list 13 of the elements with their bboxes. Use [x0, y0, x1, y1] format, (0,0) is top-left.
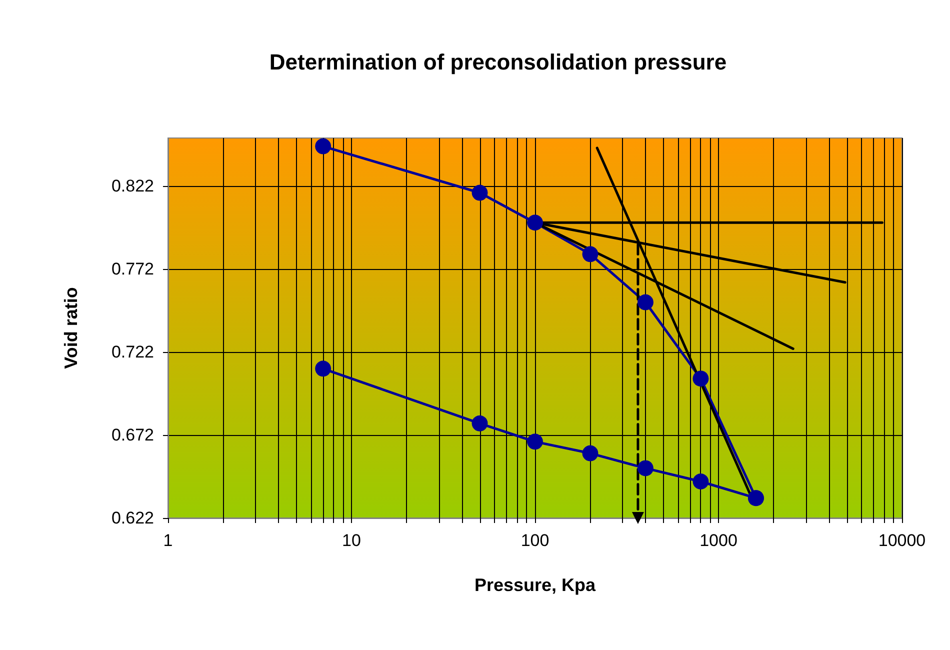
y-tick-label: 0.622	[111, 508, 154, 528]
x-tick-label: 1	[163, 531, 173, 550]
y-axis-title: Void ratio	[61, 287, 81, 369]
y-tick-label: 0.772	[111, 260, 154, 279]
x-axis-title: Pressure, Kpa	[474, 575, 597, 595]
chart-title: Determination of preconsolidation pressure	[269, 50, 727, 74]
x-tick-label: 100	[520, 531, 550, 550]
x-tick-label: 10	[342, 531, 361, 550]
y-tick-label: 0.722	[111, 342, 154, 362]
x-tick-label: 1000	[700, 531, 738, 550]
y-tick-label: 0.822	[111, 176, 154, 196]
y-tick-label: 0.672	[111, 426, 154, 445]
x-tick-label: 10000	[878, 531, 926, 550]
